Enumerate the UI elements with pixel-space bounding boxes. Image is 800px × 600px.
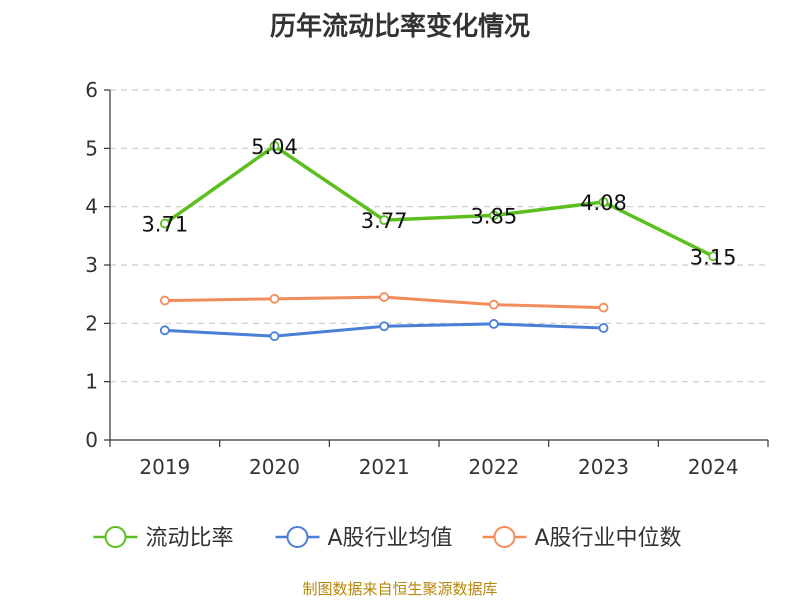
series-lines — [159, 141, 719, 342]
y-tick-label: 5 — [85, 136, 98, 160]
x-tick-label: 2019 — [139, 455, 190, 479]
legend-item-2: A股行业中位数 — [482, 526, 682, 551]
data-point — [598, 323, 609, 333]
y-tick-label: 4 — [85, 195, 98, 219]
data-label: 5.04 — [251, 135, 298, 159]
data-point — [159, 218, 170, 229]
series-line-0 — [163, 144, 715, 258]
data-point — [488, 319, 499, 329]
data-point — [708, 251, 719, 262]
data-label: 3.85 — [470, 204, 517, 228]
y-tick-label: 3 — [85, 253, 98, 277]
x-tick-label: 2022 — [468, 455, 519, 479]
legend-label: A股行业中位数 — [535, 526, 682, 551]
y-tick-label: 6 — [85, 78, 98, 102]
legend-item-1: A股行业均值 — [275, 526, 453, 551]
legend: 流动比率 A股行业均值 A股行业中位数 — [93, 526, 682, 551]
legend-label: 流动比率 — [146, 526, 234, 551]
data-point — [269, 331, 280, 342]
axes: 0 1 2 3 4 5 6 2019 2020 2021 2022 2023 2024 — [85, 78, 769, 479]
chart-title: 历年流动比率变化情况 — [269, 12, 530, 42]
data-point — [488, 299, 499, 310]
data-point — [598, 197, 609, 207]
data-point — [269, 141, 280, 151]
data-point — [159, 325, 170, 336]
data-label: 3.15 — [690, 245, 737, 269]
x-tick-label: 2020 — [249, 455, 300, 479]
legend-marker — [493, 526, 516, 548]
data-point — [379, 215, 390, 225]
data-point — [488, 210, 499, 221]
legend-label: A股行业均值 — [328, 526, 453, 551]
data-point — [379, 321, 390, 332]
data-label: 3.71 — [141, 213, 188, 237]
x-tick-label: 2024 — [688, 455, 739, 479]
legend-marker — [104, 526, 127, 548]
y-tick-label: 0 — [85, 428, 98, 452]
data-label: 4.08 — [580, 191, 627, 215]
data-point — [379, 292, 390, 302]
y-tick-label: 1 — [85, 370, 98, 394]
data-labels: 3.71 5.04 3.77 3.85 4.08 3.15 — [141, 135, 736, 269]
legend-marker — [286, 526, 309, 548]
x-tick-label: 2021 — [359, 455, 410, 479]
y-tick-label: 2 — [85, 311, 98, 335]
source-note: 制图数据来自恒生聚源数据库 — [302, 580, 498, 598]
data-point — [598, 302, 609, 313]
data-point — [159, 295, 170, 306]
data-label: 3.77 — [361, 209, 408, 233]
data-point — [269, 293, 280, 304]
x-tick-label: 2023 — [578, 455, 629, 479]
legend-item-0: 流动比率 — [93, 526, 234, 551]
